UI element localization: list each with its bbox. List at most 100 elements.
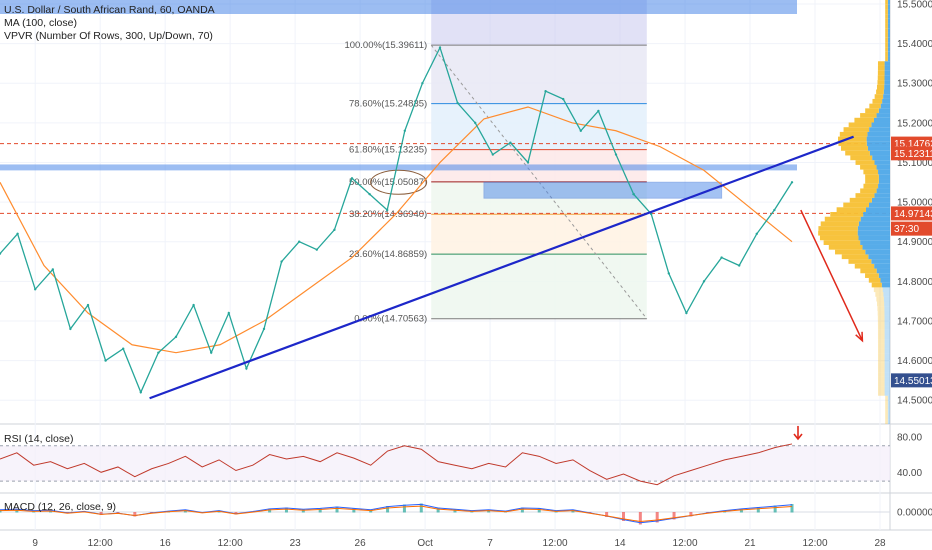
price-point: [104, 359, 107, 362]
vpvr-bar-up: [838, 136, 867, 142]
vpvr-bar-down: [857, 230, 890, 236]
fib-band: [431, 214, 647, 255]
vpvr-bar-up: [848, 259, 872, 264]
ma-indicator-label[interactable]: MA (100, close): [4, 17, 77, 29]
macd-histogram-bar: [773, 505, 777, 513]
vpvr-bar-down: [884, 320, 890, 326]
vpvr-bar-up: [860, 164, 877, 170]
vpvr-bar-up: [878, 381, 885, 387]
vpvr-bar-down: [866, 136, 890, 142]
vpvr-bar-down: [881, 282, 890, 288]
vpvr-bar-up: [836, 207, 866, 212]
vpvr-bar-down: [872, 155, 890, 161]
y-tick-label: 14.80000: [897, 277, 932, 288]
price-point: [562, 97, 565, 101]
vpvr-bar-up: [820, 221, 859, 227]
vpvr-bar-down: [880, 277, 890, 283]
y-tick-label: 15.50000: [897, 0, 932, 10]
vpvr-bar-down: [883, 94, 890, 99]
price-point: [192, 303, 195, 307]
resistance-zone: [0, 164, 797, 171]
vpvr-bar-up: [877, 353, 885, 359]
vpvr-bar-up: [878, 386, 885, 392]
price-point: [333, 228, 336, 232]
retest-zone: [483, 181, 723, 199]
x-tick-label: 26: [355, 538, 367, 549]
price-tag: [891, 206, 932, 221]
rsi-indicator-label[interactable]: RSI (14, close): [4, 433, 73, 445]
price-point: [685, 311, 688, 315]
vpvr-bar-down: [874, 263, 890, 269]
x-tick-label: 9: [32, 538, 38, 549]
vpvr-bar-down: [858, 221, 890, 227]
vpvr-bar-down: [887, 9, 890, 15]
macd-indicator-label[interactable]: MACD (12, 26, close, 9): [4, 501, 116, 513]
price-point: [579, 129, 582, 132]
vpvr-bar-up: [876, 84, 885, 90]
top-zone: [0, 0, 797, 14]
price-point: [0, 252, 2, 255]
y-tick-label: 15.00000: [897, 198, 932, 209]
vpvr-bar-down: [865, 207, 890, 212]
vpvr-bar-up: [854, 263, 875, 269]
vpvr-bar-down: [874, 160, 890, 165]
price-point: [69, 327, 72, 331]
vpvr-bar-down: [884, 80, 890, 85]
price-tag: [891, 373, 932, 388]
vpvr-bar-up: [885, 37, 888, 43]
price-point: [280, 260, 283, 263]
vpvr-bar-up: [877, 362, 885, 368]
price-tag-label: 15.14762: [894, 139, 932, 150]
vpvr-bar-up: [843, 127, 870, 132]
macd-histogram-bar: [790, 504, 794, 513]
price-point: [210, 351, 213, 354]
macd-histogram-bar: [756, 507, 760, 513]
supply-zones[interactable]: [0, 0, 890, 214]
price-point: [315, 248, 318, 251]
y-tick-label: 14.90000: [897, 237, 932, 248]
vpvr-bar-up: [877, 70, 885, 76]
price-point: [491, 153, 494, 156]
vpvr-bar-down: [871, 122, 890, 128]
vpvr-bar-up: [877, 310, 885, 316]
vpvr-bar-down: [884, 310, 890, 316]
vpvr-bar-down: [884, 348, 890, 354]
x-tick-label: 12:00: [673, 538, 698, 549]
vpvr-bar-up: [877, 320, 885, 326]
highlight-ellipse: [370, 169, 428, 195]
vpvr-bar-up: [885, 409, 888, 415]
price-point: [386, 208, 389, 212]
vpvr-bar-up: [876, 89, 884, 95]
price-axis-bg: [890, 0, 932, 550]
price-point: [350, 177, 354, 180]
vpvr-bar-up: [885, 14, 888, 19]
vpvr-bar-down: [887, 419, 890, 424]
vpvr-bar-up: [841, 254, 869, 260]
drawings[interactable]: [149, 135, 864, 400]
vpvr-bar-down: [884, 386, 890, 392]
vpvr-bar-down: [884, 70, 890, 76]
vpvr-bar-down: [884, 376, 890, 382]
vpvr-bar-down: [884, 315, 890, 321]
symbol-title[interactable]: U.S. Dollar / South African Rand, 60, OA…: [4, 4, 215, 16]
vpvr-bar-up: [877, 348, 885, 354]
vpvr-bar-up: [885, 28, 888, 33]
vpvr-bar-up: [877, 334, 885, 340]
price-point: [262, 327, 266, 331]
vpvr-bar-up: [865, 108, 879, 114]
macd-histogram-bar: [520, 507, 524, 513]
vpvr-bar-down: [884, 372, 890, 377]
fib-level-label: 0.00%(14.70563): [354, 314, 427, 325]
vpvr-indicator-label[interactable]: VPVR (Number Of Rows, 300, Up/Down, 70): [4, 30, 213, 42]
vpvr-bar-down: [884, 306, 890, 311]
macd-histogram-bar: [402, 504, 406, 513]
vpvr-bar-up: [860, 188, 877, 194]
vpvr-bar-up: [885, 405, 888, 410]
vpvr-bar-up: [877, 343, 885, 349]
price-tag-label: 15.12311: [894, 149, 932, 160]
price-series: [0, 45, 794, 394]
vpvr-bar-down: [884, 391, 890, 396]
vpvr-bar-up: [877, 339, 885, 344]
vpvr-bar-down: [887, 32, 890, 38]
